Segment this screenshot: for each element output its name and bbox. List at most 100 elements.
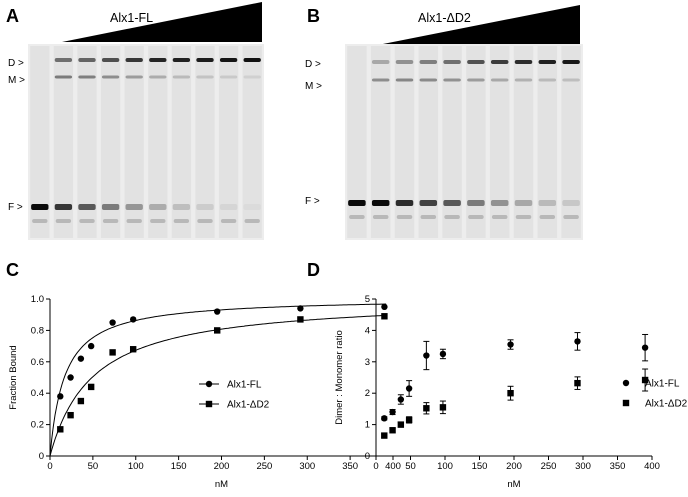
gel-lane: [561, 46, 581, 238]
free-band: [243, 204, 261, 210]
x-tick-label: 350: [342, 461, 358, 472]
panel-a-dimer-label: D >: [8, 58, 24, 69]
y-tick-label: 4: [365, 325, 370, 336]
free-band: [172, 204, 191, 210]
gel-lane: [242, 46, 262, 238]
panel-c-letter: C: [6, 260, 19, 280]
legend: Alx1-FL Alx1-ΔD2: [199, 380, 270, 411]
monomer-band: [514, 78, 533, 82]
gel-lane: [370, 46, 391, 238]
gel-lane: [171, 46, 192, 238]
data-point: [423, 352, 430, 359]
dimer-band: [490, 60, 509, 64]
panel-d: D 0 50 100 150 200 250 300 350 400 0 1 2 3 4 5 nM Dimer …: [307, 260, 688, 490]
x-tick-label: 400: [644, 461, 660, 472]
panel-a-free-label: F >: [8, 202, 23, 213]
x-tick-label: 50: [405, 461, 416, 472]
data-point: [381, 415, 388, 422]
gel-lane: [418, 46, 439, 238]
data-point: [405, 385, 413, 392]
free-band: [149, 204, 167, 210]
monomer-band: [196, 75, 214, 79]
y-tick-label: 0.8: [31, 325, 44, 336]
data-point: [77, 397, 85, 405]
free-band: [31, 204, 49, 210]
gel-lane: [30, 46, 50, 238]
gel-lower-band: [197, 219, 213, 223]
free-band: [196, 204, 214, 210]
free-band: [443, 200, 461, 206]
monomer-band: [101, 75, 120, 79]
data-point: [423, 405, 430, 412]
data-point: [129, 316, 137, 323]
monomer-band: [172, 75, 191, 79]
gel-image-a: [28, 44, 264, 240]
free-band: [371, 200, 390, 206]
data-point: [129, 346, 137, 353]
dimer-band: [149, 58, 167, 62]
gel-lane: [148, 46, 168, 238]
gel-lower-band: [372, 215, 389, 219]
gel-lower-band: [420, 215, 437, 219]
dimer-band: [125, 58, 143, 62]
free-band: [101, 204, 120, 210]
free-band: [219, 204, 238, 210]
data-point: [57, 426, 64, 433]
legend-label: Alx1-ΔD2: [227, 400, 270, 411]
dimer-band: [243, 58, 261, 62]
y-tick-label: 1.0: [31, 294, 44, 305]
dimer-band: [172, 58, 191, 62]
panel-b-monomer-label: M >: [305, 81, 322, 92]
x-tick-label: 0: [47, 461, 52, 472]
free-band: [125, 204, 143, 210]
data-point: [641, 344, 649, 351]
free-band: [54, 204, 73, 210]
data-point: [397, 396, 405, 403]
gel-lane: [100, 46, 121, 238]
gel-image-b: [345, 44, 583, 240]
panel-b-concentration-wedge: [378, 5, 580, 45]
data-point: [67, 411, 74, 419]
free-band: [395, 200, 414, 206]
x-tick-label: 150: [171, 461, 187, 472]
series-1: [381, 332, 649, 422]
legend-marker: [622, 399, 630, 407]
monomer-band: [490, 78, 509, 82]
dimer-band: [101, 58, 120, 62]
dimer-band: [467, 60, 485, 64]
data-point: [57, 393, 64, 400]
monomer-band: [78, 75, 96, 79]
y-tick-label: 0: [365, 451, 370, 462]
x-tick-label: 200: [214, 461, 230, 472]
gel-lower-band: [468, 215, 484, 219]
monomer-band: [371, 78, 390, 82]
dimer-band: [219, 58, 238, 62]
gel-lower-band: [55, 219, 72, 223]
gel-lower-band: [150, 219, 166, 223]
dimer-band: [443, 60, 461, 64]
free-band: [78, 204, 96, 210]
x-tick-label: 350: [610, 461, 626, 472]
gel-lower-band: [396, 215, 413, 219]
gel-lane: [347, 46, 367, 238]
x-tick-label: 150: [472, 461, 488, 472]
monomer-band: [149, 75, 167, 79]
dimer-band: [538, 60, 557, 64]
y-tick-label: 5: [365, 294, 370, 305]
gel-lane: [77, 46, 97, 238]
data-point: [87, 342, 95, 350]
gel-lower-band: [173, 219, 190, 223]
y-tick-label: 1: [365, 420, 370, 431]
data-point: [381, 303, 388, 311]
panel-b: B Alx1-ΔD2 D > M > F >: [305, 5, 583, 240]
gel-lane: [513, 46, 534, 238]
dimer-band: [371, 60, 390, 64]
data-point: [574, 379, 581, 387]
monomer-band: [538, 78, 557, 82]
data-point: [381, 313, 388, 320]
monomer-band: [562, 78, 580, 82]
series-2: [381, 368, 649, 439]
y-tick-label: 0.6: [31, 357, 44, 368]
x-tick-label: 0: [373, 461, 378, 472]
